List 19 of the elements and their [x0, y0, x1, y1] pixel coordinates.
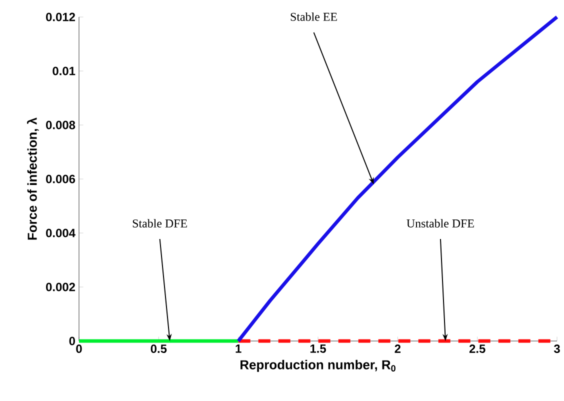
y-axis-title: Force of infection, λ [27, 118, 39, 240]
y-tick-label: 0.01 [52, 66, 76, 76]
x-tick-label: 2.5 [469, 344, 486, 353]
y-tick-label: 0.008 [46, 120, 76, 130]
y-tick-label: 0.006 [46, 174, 76, 184]
x-tick-label: 0 [76, 344, 82, 353]
x-tick-label: 1.5 [310, 344, 326, 353]
y-tick-label: 0.002 [46, 282, 76, 292]
annotation: Stable DFE [132, 219, 187, 228]
x-tick-label: 1 [236, 344, 242, 353]
y-tick-label: 0.012 [46, 12, 76, 22]
annotation: Unstable DFE [406, 219, 474, 228]
annotation: Stable EE [290, 12, 337, 21]
x-tick-label: 2 [394, 344, 401, 353]
x-axis-title: Reproduction number, R$_{0}$ [240, 360, 396, 372]
x-tick-label: 0.5 [150, 344, 167, 353]
x-tick-label: 3 [554, 344, 560, 354]
y-tick-label: 0 [69, 336, 75, 346]
y-tick-label: 0.004 [46, 228, 76, 238]
